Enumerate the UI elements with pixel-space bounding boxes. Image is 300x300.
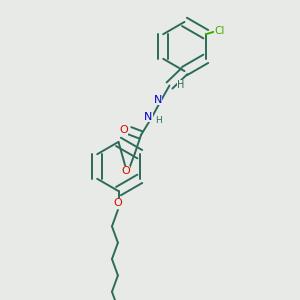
Text: O: O <box>119 125 128 135</box>
Text: N: N <box>144 112 153 122</box>
Text: Cl: Cl <box>214 26 224 36</box>
Text: O: O <box>122 166 130 176</box>
Text: O: O <box>113 197 122 208</box>
Text: H: H <box>156 116 162 125</box>
Text: N: N <box>154 95 162 105</box>
Text: H: H <box>177 80 184 90</box>
